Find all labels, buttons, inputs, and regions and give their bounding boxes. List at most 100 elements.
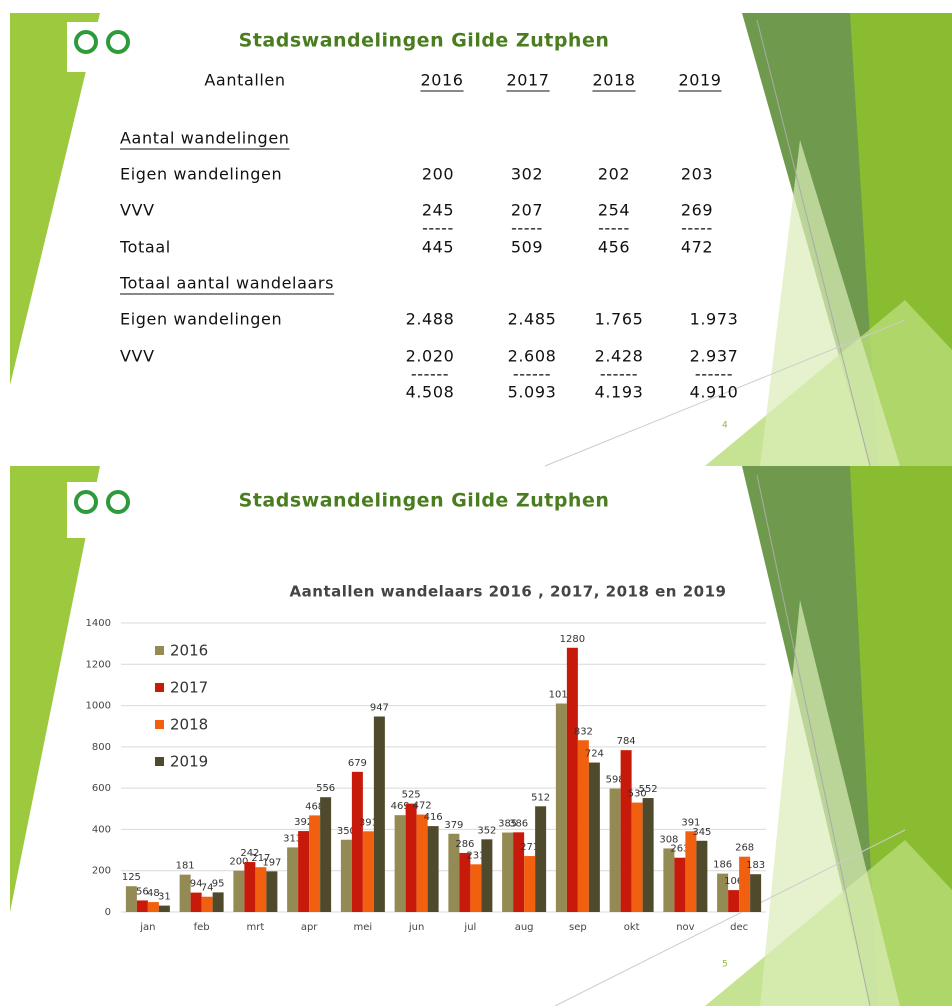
y-tick-label: 1400 (86, 618, 111, 629)
y-tick-label: 800 (92, 742, 111, 753)
table-cell: 2.488 (406, 310, 455, 329)
data-label: 181 (176, 861, 195, 872)
x-tick-label: jun (408, 922, 424, 933)
bar (643, 798, 654, 912)
table-header: 2017 (506, 71, 549, 90)
bar (567, 648, 578, 912)
legend-swatch (155, 757, 164, 766)
table-cell: 203 (681, 165, 713, 184)
bar (320, 797, 331, 912)
bar (610, 789, 621, 912)
x-tick-label: mei (354, 922, 373, 933)
section-heading: Totaal aantal wandelaars (119, 274, 334, 293)
legend-swatch (155, 646, 164, 655)
bar (341, 840, 352, 912)
x-tick-label: apr (301, 922, 318, 933)
table-cell: 2.608 (508, 347, 557, 366)
table-cell: 4.508 (406, 383, 455, 402)
row-label: Eigen wandelingen (120, 310, 282, 329)
table-cell: 5.093 (508, 383, 557, 402)
page-number: 4 (722, 421, 728, 431)
slide-title: Stadswandelingen Gilde Zutphen (239, 30, 610, 52)
data-label: 31 (158, 892, 171, 903)
bar (298, 831, 309, 912)
bar (578, 740, 589, 912)
bar (728, 890, 739, 912)
bar (417, 815, 428, 912)
x-tick-label: okt (624, 922, 640, 933)
legend-label: 2017 (170, 679, 208, 697)
data-label: 286 (455, 839, 474, 850)
table-cell: ------ (411, 365, 449, 384)
bar (395, 815, 406, 912)
data-label: 472 (413, 801, 432, 812)
legend-label: 2016 (170, 642, 208, 660)
x-tick-label: sep (569, 922, 587, 933)
bar (159, 906, 170, 912)
x-tick-label: jan (139, 922, 155, 933)
bar (137, 900, 148, 912)
table-cell: ------ (513, 365, 551, 384)
table-cell: 200 (422, 165, 454, 184)
data-label: 95 (212, 878, 225, 889)
table-cell: 202 (598, 165, 630, 184)
table-cell: 302 (511, 165, 543, 184)
data-label: 724 (585, 749, 604, 760)
bar (674, 858, 685, 912)
y-tick-label: 600 (92, 783, 111, 794)
table-cell: 4.193 (595, 383, 644, 402)
data-label: 525 (402, 790, 421, 801)
bar (244, 862, 255, 912)
x-tick-label: mrt (246, 922, 264, 933)
data-label: 352 (477, 825, 496, 836)
data-label: 186 (713, 860, 732, 871)
bar (459, 853, 470, 912)
bar (309, 815, 320, 912)
data-label: 345 (692, 827, 711, 838)
bar (524, 856, 535, 912)
bar (202, 897, 213, 912)
bar (287, 847, 298, 912)
bar (502, 833, 513, 912)
bar (148, 902, 159, 912)
y-tick-label: 200 (92, 866, 111, 877)
bar (374, 717, 385, 912)
bar (266, 871, 277, 912)
table-header: Aantallen (204, 71, 285, 90)
table-cell: ------ (600, 365, 638, 384)
data-label: 552 (639, 784, 658, 795)
table-cell: 207 (511, 201, 543, 220)
bar (632, 803, 643, 912)
x-tick-label: jul (463, 922, 476, 933)
data-label: 416 (424, 812, 443, 823)
table-cell: 4.910 (690, 383, 739, 402)
data-label: 125 (122, 872, 141, 883)
row-label: Eigen wandelingen (120, 165, 282, 184)
x-tick-label: aug (515, 922, 534, 933)
table-cell: ----- (681, 219, 713, 238)
bar (621, 750, 632, 912)
page: Stadswandelingen Gilde Zutphen 4 Stadswa… (0, 0, 952, 1006)
bar (213, 892, 224, 912)
data-label: 268 (735, 843, 754, 854)
bar (406, 804, 417, 912)
y-tick-label: 1000 (86, 701, 111, 712)
legend-swatch (155, 683, 164, 692)
data-label: 556 (316, 783, 335, 794)
table-cell: 456 (598, 238, 630, 257)
table-cell: 445 (422, 238, 454, 257)
table-cell: 245 (422, 201, 454, 220)
bar (535, 806, 546, 912)
bar (255, 867, 266, 912)
table-cell: ------ (695, 365, 733, 384)
bar (470, 864, 481, 912)
table-cell: 1.765 (595, 310, 644, 329)
x-tick-label: dec (730, 922, 748, 933)
data-label: 832 (574, 726, 593, 737)
table-cell: ----- (598, 219, 630, 238)
bar (191, 893, 202, 912)
data-label: 386 (509, 818, 528, 829)
row-label: VVV (120, 201, 155, 220)
table-cell: 2.485 (508, 310, 557, 329)
table-header: 2016 (420, 71, 463, 90)
